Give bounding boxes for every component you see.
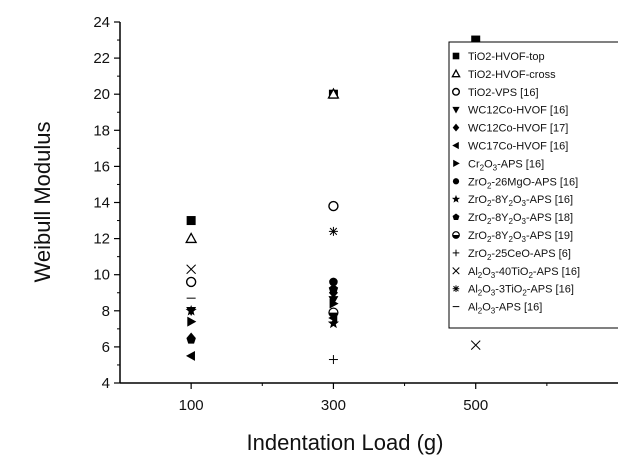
- y-tick-label-6: 6: [102, 339, 110, 356]
- point-12-0: [186, 264, 196, 275]
- legend-marker-11: [452, 249, 460, 257]
- point-0-2: [471, 35, 481, 45]
- y-tick-label-10: 10: [93, 267, 110, 284]
- point-8-1: [327, 317, 339, 329]
- x-ticks: 100 300 500: [179, 383, 548, 414]
- y-tick-label-8: 8: [102, 303, 110, 320]
- legend-label-0: TiO2-HVOF-top: [468, 51, 545, 63]
- y-tick-label-16: 16: [93, 158, 110, 175]
- point-2-1: [328, 200, 339, 212]
- data-points: [185, 35, 482, 365]
- legend-marker-2: [452, 87, 461, 96]
- legend-label-1: TiO2-HVOF-cross: [468, 69, 556, 81]
- point-9-1: [328, 284, 339, 294]
- legend-marker-8: [451, 194, 461, 203]
- point-1-0: [185, 232, 198, 244]
- point-2-0: [185, 276, 197, 288]
- legend-label-7: ZrO2-26MgO-APS [16]: [468, 176, 578, 190]
- legend-label-11: ZrO2-25CeO-APS [6]: [468, 248, 571, 262]
- legend: TiO2-HVOF-top TiO2-HVOF-cross TiO2-VPS [16…: [448, 41, 618, 329]
- point-5-0: [185, 350, 195, 361]
- x-axis-title: Indentation Load (g): [247, 430, 444, 455]
- legend-label-10: ZrO2-8Y2O3-APS [19]: [468, 230, 573, 244]
- legend-label-2: TiO2-VPS [16]: [468, 87, 539, 99]
- x-tick-label-300: 300: [321, 397, 346, 414]
- point-3-1: [328, 296, 339, 306]
- legend-label-8: ZrO2-8Y2O3-APS [16]: [468, 194, 573, 208]
- legend-marker-13: [452, 285, 460, 292]
- point-12-1: [470, 340, 481, 350]
- point-11-0: [328, 355, 338, 365]
- legend-label-12: Al2O3-40TiO2-APS [16]: [468, 266, 580, 280]
- y-tick-label-22: 22: [93, 50, 110, 67]
- point-0-0: [186, 216, 196, 226]
- point-6-0: [187, 316, 197, 327]
- legend-label-3: WC12Co-HVOF [16]: [468, 105, 568, 117]
- y-tick-label-12: 12: [93, 231, 110, 248]
- x-tick-label-100: 100: [179, 397, 204, 414]
- legend-label-6: Cr2O3-APS [16]: [468, 158, 544, 172]
- point-10-0: [328, 307, 339, 318]
- point-7-0: [329, 277, 338, 287]
- legend-box: [448, 41, 618, 329]
- legend-marker-10: [452, 231, 460, 239]
- legend-label-9: ZrO2-8Y2O3-APS [18]: [468, 212, 573, 226]
- point-8-0: [185, 304, 197, 316]
- y-tick-label-20: 20: [93, 86, 110, 103]
- point-9-0: [186, 334, 196, 344]
- legend-label-5: WC17Co-HVOF [16]: [468, 141, 568, 153]
- y-tick-label-18: 18: [93, 122, 110, 139]
- y-tick-label-14: 14: [93, 195, 110, 212]
- point-13-0: [328, 226, 338, 236]
- x-tick-label-500: 500: [463, 397, 488, 414]
- legend-marker-7: [452, 178, 460, 185]
- point-6-1: [329, 298, 339, 309]
- legend-marker-0: [452, 52, 460, 60]
- y-tick-label-4: 4: [102, 375, 110, 392]
- point-1-1: [327, 87, 340, 99]
- legend-marker-3: [452, 106, 460, 114]
- legend-label-14: Al2O3-APS [16]: [468, 302, 542, 316]
- y-axis-title: Weibull Modulus: [30, 121, 55, 282]
- y-tick-label-24: 24: [93, 14, 110, 31]
- legend-marker-5: [452, 141, 459, 150]
- y-ticks: 4 6 8 10 12 14 16 18 20 22 24: [93, 14, 120, 392]
- legend-marker-1: [451, 68, 461, 78]
- legend-marker-6: [453, 159, 460, 168]
- legend-label-4: WC12Co-HVOF [17]: [468, 123, 568, 135]
- legend-marker-4: [452, 123, 460, 132]
- legend-marker-12: [452, 267, 460, 275]
- legend-marker-9: [452, 213, 460, 221]
- legend-label-13: Al2O3-3TiO2-APS [16]: [468, 284, 574, 298]
